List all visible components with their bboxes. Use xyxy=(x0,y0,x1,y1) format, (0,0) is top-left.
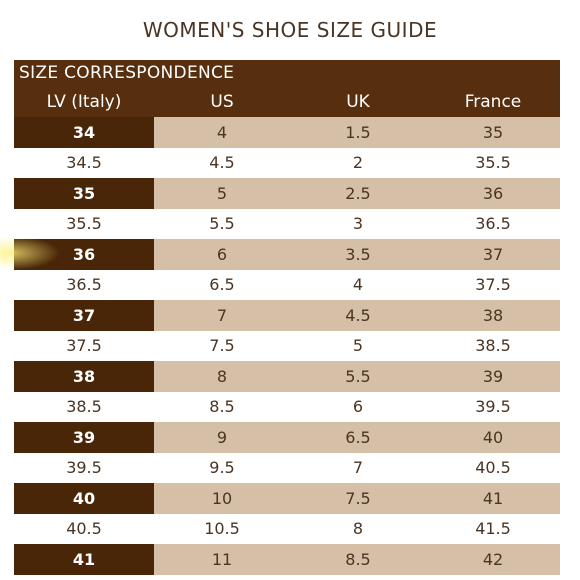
table-row: 39.5 9.5 7 40.5 xyxy=(14,452,560,483)
cell-us: 7 xyxy=(154,300,290,331)
cell-france: 39 xyxy=(426,361,560,392)
table-header-row: LV (Italy) US UK France xyxy=(14,87,560,117)
cell-us: 4.5 xyxy=(154,147,290,178)
cell-france: 41 xyxy=(426,483,560,514)
cell-lv: 35.5 xyxy=(14,208,154,239)
cell-france: 38.5 xyxy=(426,330,560,361)
cell-france: 38 xyxy=(426,300,560,331)
cell-france: 37 xyxy=(426,239,560,270)
column-header-us: US xyxy=(210,92,234,112)
cell-uk: 3.5 xyxy=(290,239,426,270)
cell-france: 40 xyxy=(426,422,560,453)
table-row: 35.5 5.5 3 36.5 xyxy=(14,208,560,239)
cell-lv: 38.5 xyxy=(14,391,154,422)
cell-us: 8.5 xyxy=(154,391,290,422)
cell-lv: 34 xyxy=(14,117,154,148)
cell-france: 36 xyxy=(426,178,560,209)
cell-france: 36.5 xyxy=(426,208,560,239)
table-row: 38.5 8.5 6 39.5 xyxy=(14,391,560,422)
cell-uk: 4 xyxy=(290,269,426,300)
table-row: 36 6 3.5 37 xyxy=(14,239,560,270)
cell-us: 5 xyxy=(154,178,290,209)
cell-france: 42 xyxy=(426,544,560,575)
cell-us: 9.5 xyxy=(154,452,290,483)
cell-uk: 8 xyxy=(290,513,426,544)
cell-us: 7.5 xyxy=(154,330,290,361)
cell-us: 9 xyxy=(154,422,290,453)
table-row: 35 5 2.5 36 xyxy=(14,178,560,209)
cell-france: 41.5 xyxy=(426,513,560,544)
cell-us: 10.5 xyxy=(154,513,290,544)
cell-france: 39.5 xyxy=(426,391,560,422)
table-row: 34.5 4.5 2 35.5 xyxy=(14,147,560,178)
cell-lv: 36.5 xyxy=(14,269,154,300)
column-header-uk: UK xyxy=(346,92,370,112)
cell-lv: 39.5 xyxy=(14,452,154,483)
cell-us: 6.5 xyxy=(154,269,290,300)
table-row: 36.5 6.5 4 37.5 xyxy=(14,269,560,300)
cell-us: 11 xyxy=(154,544,290,575)
cell-uk: 5 xyxy=(290,330,426,361)
cell-us: 4 xyxy=(154,117,290,148)
cell-lv: 41 xyxy=(14,544,154,575)
cell-uk: 6 xyxy=(290,391,426,422)
cell-uk: 1.5 xyxy=(290,117,426,148)
cell-lv: 34.5 xyxy=(14,147,154,178)
cell-uk: 2 xyxy=(290,147,426,178)
cell-uk: 2.5 xyxy=(290,178,426,209)
column-header-france: France xyxy=(464,92,522,112)
cell-lv: 39 xyxy=(14,422,154,453)
page-title: WOMEN'S SHOE SIZE GUIDE xyxy=(142,18,438,42)
cell-uk: 8.5 xyxy=(290,544,426,575)
cell-lv: 35 xyxy=(14,178,154,209)
cell-lv: 40.5 xyxy=(14,513,154,544)
table-row: 34 4 1.5 35 xyxy=(14,117,560,148)
cell-uk: 4.5 xyxy=(290,300,426,331)
column-header-lv: LV (Italy) xyxy=(46,92,122,112)
cell-us: 10 xyxy=(154,483,290,514)
cell-france: 35.5 xyxy=(426,147,560,178)
section-label: SIZE CORRESPONDENCE xyxy=(14,60,560,87)
table-row: 39 9 6.5 40 xyxy=(14,422,560,453)
cell-lv: 38 xyxy=(14,361,154,392)
cell-france: 35 xyxy=(426,117,560,148)
table-row: 40.5 10.5 8 41.5 xyxy=(14,513,560,544)
cell-lv: 36 xyxy=(14,239,154,270)
cell-us: 6 xyxy=(154,239,290,270)
cell-uk: 7.5 xyxy=(290,483,426,514)
cell-us: 8 xyxy=(154,361,290,392)
cell-us: 5.5 xyxy=(154,208,290,239)
cell-uk: 6.5 xyxy=(290,422,426,453)
cell-uk: 3 xyxy=(290,208,426,239)
table-body: 34 4 1.5 35 34.5 4.5 2 35.5 35 5 2.5 36 35.5 5.5 3 36.5… xyxy=(14,117,560,575)
cell-lv: 37.5 xyxy=(14,330,154,361)
cell-france: 37.5 xyxy=(426,269,560,300)
cell-uk: 5.5 xyxy=(290,361,426,392)
table-row: 37 7 4.5 38 xyxy=(14,300,560,331)
size-table: SIZE CORRESPONDENCE LV (Italy) US UK Fra… xyxy=(14,60,560,575)
cell-france: 40.5 xyxy=(426,452,560,483)
table-row: 40 10 7.5 41 xyxy=(14,483,560,514)
table-row: 37.5 7.5 5 38.5 xyxy=(14,330,560,361)
cell-uk: 7 xyxy=(290,452,426,483)
cell-lv: 37 xyxy=(14,300,154,331)
table-row: 41 11 8.5 42 xyxy=(14,544,560,575)
cell-lv: 40 xyxy=(14,483,154,514)
table-row: 38 8 5.5 39 xyxy=(14,361,560,392)
